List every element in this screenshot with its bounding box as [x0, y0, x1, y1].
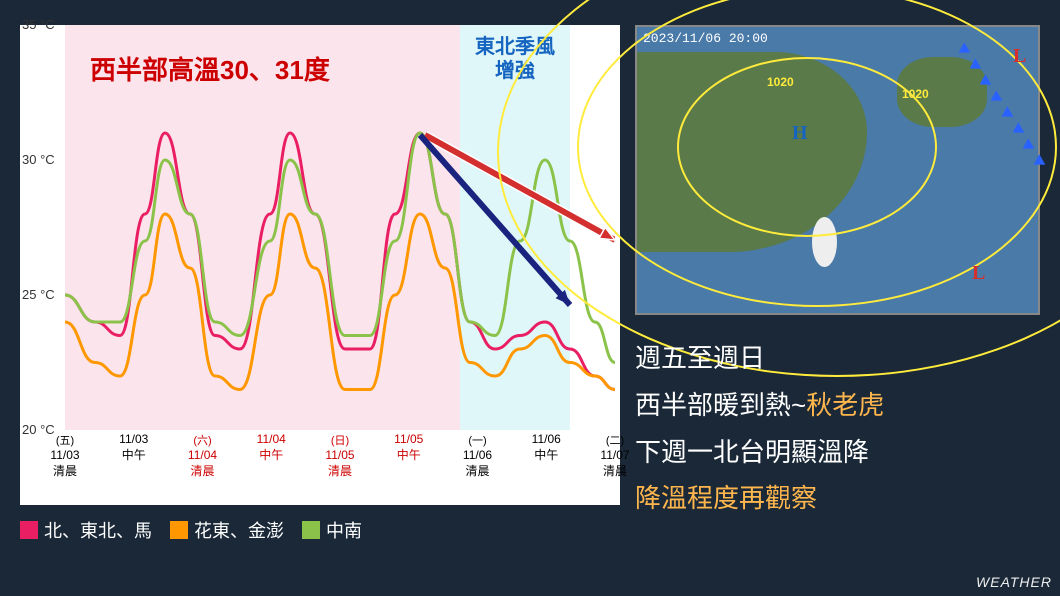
text-line-3: 下週一北台明顯溫降 — [635, 429, 1045, 476]
x-axis: (五)11/03清晨11/03中午(六)11/04清晨11/04中午(日)11/… — [65, 430, 615, 480]
text-line-4: 降溫程度再觀察 — [635, 475, 1045, 522]
watermark: WEATHER — [976, 574, 1052, 590]
chart-title-warm: 西半部高溫30、31度 — [90, 50, 330, 87]
forecast-text: 週五至週日 西半部暖到熱~秋老虎 下週一北台明顯溫降 降溫程度再觀察 — [635, 335, 1045, 522]
text-line-2: 西半部暖到熱~秋老虎 — [635, 382, 1045, 429]
chart-legend: 北、東北、馬花東、金澎中南 — [20, 515, 620, 545]
text-line-1: 週五至週日 — [635, 335, 1045, 382]
y-axis: 20 °C25 °C30 °C35 °C — [20, 25, 65, 430]
weather-map: 2023/11/06 20:00 HLL 10201020 — [635, 25, 1040, 315]
